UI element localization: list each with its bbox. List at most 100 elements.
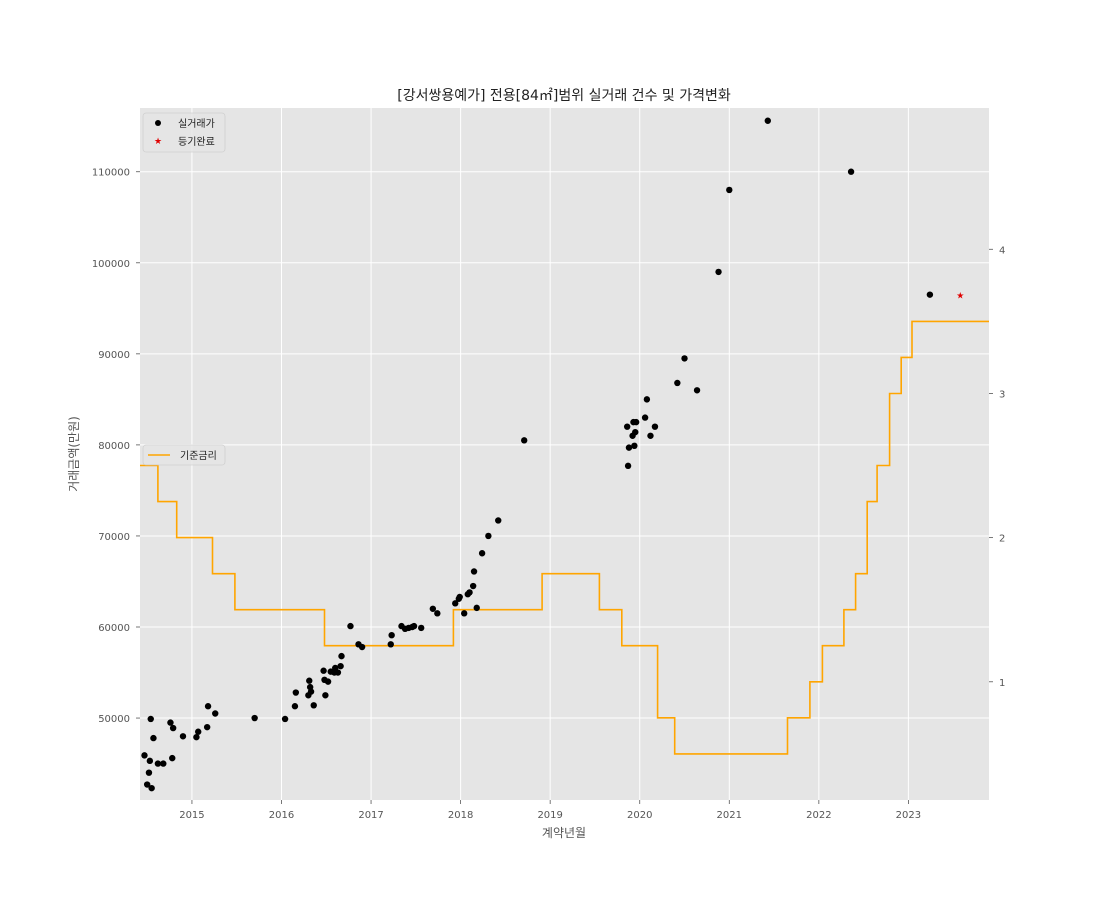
x-tick-label: 2018 (448, 810, 473, 821)
sale-price-point (306, 677, 313, 684)
sale-price-point (624, 462, 632, 470)
legend-marker-registered: ★ (154, 137, 162, 147)
legend-mid-box (142, 444, 226, 466)
sale-price-point (143, 781, 151, 788)
sale-price-point (926, 291, 934, 298)
sale-price-point (204, 703, 212, 710)
sale-price-point (310, 702, 317, 709)
sale-price-point (145, 769, 153, 776)
y-tick-label: 110000 (92, 168, 130, 179)
chart-title: [강서쌍용예가] 전용[84㎡]범위 실거래 건수 및 가격변화 (397, 88, 731, 104)
sale-price-point (434, 610, 441, 617)
sale-price-point (358, 643, 366, 651)
legend-mid: 기준금리 (142, 444, 226, 466)
sale-price-point (715, 268, 722, 276)
plot-area (140, 108, 989, 800)
x-tick-label: 2023 (896, 810, 921, 821)
sale-price-point (388, 631, 395, 639)
y2-tick-label: 3 (999, 389, 1005, 400)
sale-price-point (418, 624, 425, 632)
sale-price-point (623, 423, 631, 430)
x-tick-label: 2015 (179, 810, 204, 821)
x-tick-label: 2019 (537, 810, 562, 821)
sale-price-point (203, 723, 211, 731)
y-tick-label: 50000 (98, 714, 130, 725)
registered-point: ★ (956, 292, 964, 302)
sale-price-point (410, 622, 418, 630)
sale-price-point (469, 582, 477, 590)
y-tick-label: 80000 (98, 441, 130, 452)
sale-price-point (322, 692, 329, 699)
legend-label-base-rate: 기준금리 (180, 450, 217, 462)
sale-price-point (167, 719, 174, 726)
x-tick-label: 2022 (806, 810, 831, 821)
y2-tick-label: 4 (999, 245, 1005, 256)
sale-price-point (169, 724, 177, 732)
sale-price-point (179, 733, 187, 740)
legend-marker-sale-price (155, 120, 161, 126)
sale-price-point (520, 437, 528, 444)
x-tick-label: 2020 (627, 810, 652, 821)
sale-price-point (169, 754, 176, 762)
y-tick-label: 60000 (98, 623, 130, 634)
legend-label-sale-price: 실거래가 (178, 118, 215, 130)
sale-price-point (292, 689, 300, 696)
sale-price-point (478, 550, 486, 557)
sale-price-point (485, 532, 492, 540)
sale-price-point (347, 622, 354, 630)
base-rate-step-line (140, 320, 989, 755)
sale-price-point (193, 733, 200, 741)
sale-price-point (452, 600, 459, 607)
sale-price-point (150, 734, 157, 742)
sale-price-point (387, 641, 394, 648)
sale-price-point (307, 688, 315, 695)
sale-price-point (281, 715, 289, 723)
legend-top: 실거래가 ★ 등기완료 (142, 112, 226, 153)
sale-price-point (324, 678, 332, 685)
sale-price-point (429, 605, 437, 612)
data-series: ★ (140, 117, 989, 792)
sale-price-point (251, 714, 258, 722)
sale-price-point (460, 610, 468, 617)
sale-price-point (212, 710, 219, 717)
sale-price-point (320, 667, 327, 674)
axis-ticks: 2015 2016 2017 2018 2019 2020 2021 2022 2023 5000… (92, 168, 1006, 821)
legend-top-box (142, 112, 226, 153)
sale-price-point (674, 379, 681, 387)
sale-price-point (764, 117, 771, 124)
x-tick-label: 2021 (717, 810, 742, 821)
sale-price-point (495, 517, 502, 524)
y2-tick-label: 1 (999, 678, 1005, 689)
sale-price-point (291, 703, 299, 710)
sale-price-point (148, 784, 155, 792)
sale-price-point (154, 760, 162, 767)
sale-price-point (456, 593, 463, 601)
x-axis-label: 계약년월 (542, 825, 586, 840)
sale-price-point (632, 418, 640, 426)
sale-price-point (726, 186, 733, 194)
sale-price-point (470, 568, 478, 575)
sale-price-point (647, 432, 654, 439)
sale-price-point (651, 423, 659, 430)
sale-price-point (160, 760, 167, 767)
y2-tick-label: 2 (999, 534, 1005, 545)
legend-label-registered: 등기완료 (178, 136, 215, 148)
sale-price-point (146, 757, 154, 765)
sale-price-point (681, 355, 688, 362)
x-tick-label: 2016 (269, 810, 294, 821)
grid-lines (140, 108, 989, 800)
y-tick-label: 70000 (98, 532, 130, 543)
sale-price-point (473, 604, 480, 612)
sale-price-point (466, 589, 473, 596)
sale-price-point (631, 442, 638, 450)
sale-price-point (141, 752, 148, 759)
sale-price-point (641, 414, 649, 421)
sale-price-point (334, 669, 342, 676)
sale-price-point (632, 428, 639, 436)
sale-price-point (337, 662, 344, 670)
sale-price-point (147, 715, 154, 723)
sale-price-point (625, 444, 633, 451)
sale-price-point (847, 168, 855, 175)
y-axis-label: 거래금액(만원) (67, 416, 81, 492)
